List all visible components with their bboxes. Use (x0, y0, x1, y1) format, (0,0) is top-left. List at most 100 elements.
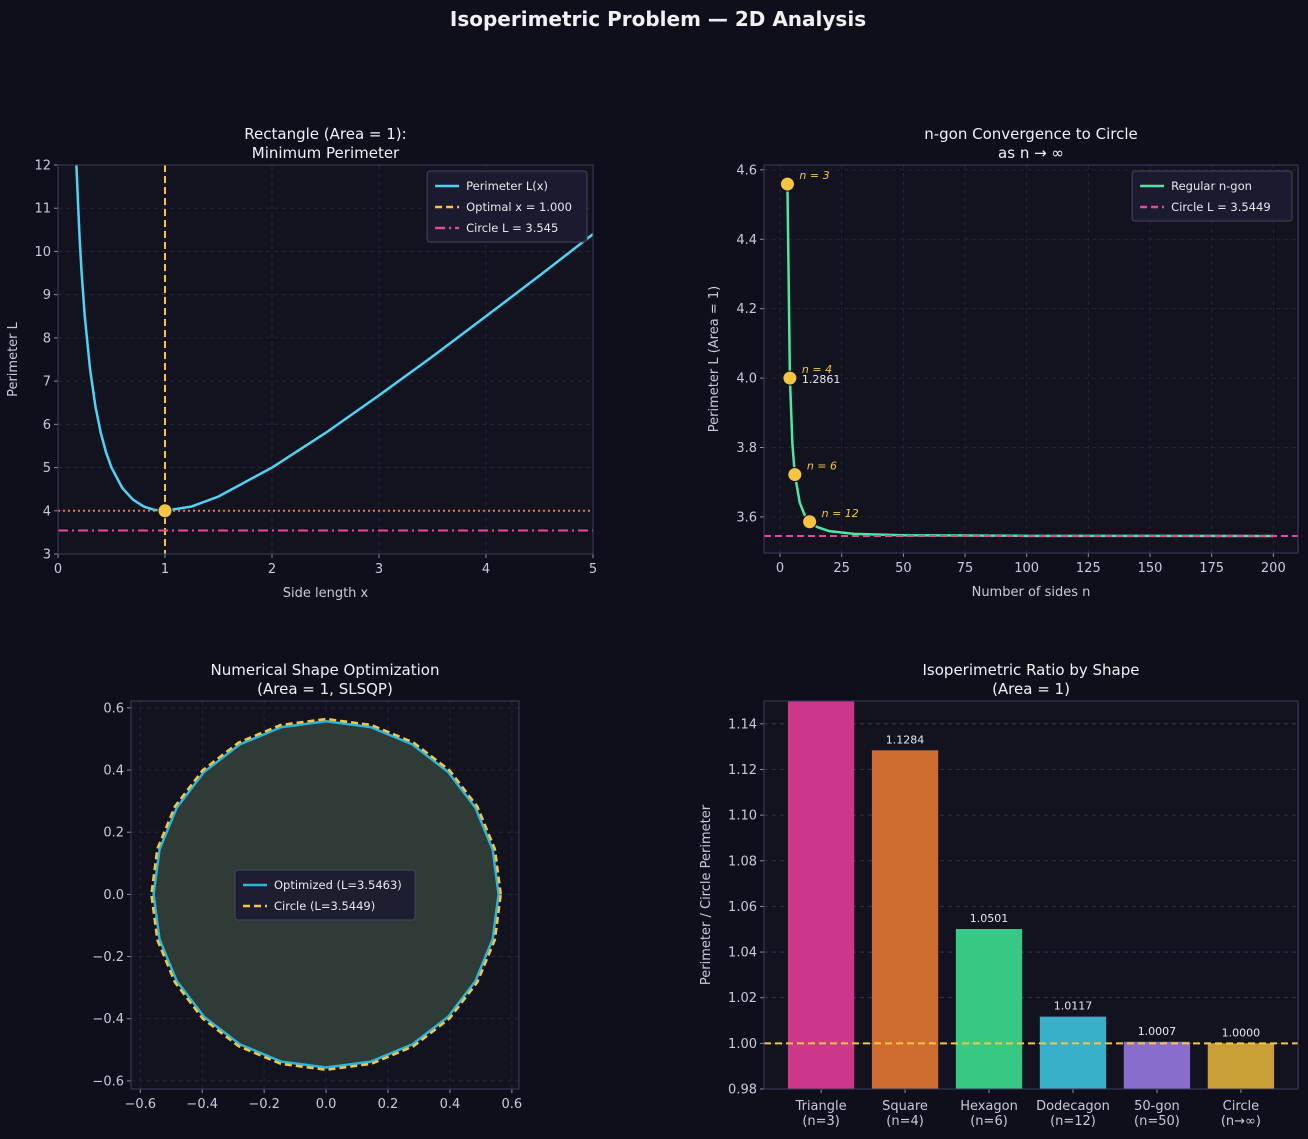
y-tick-label: 12 (34, 159, 51, 174)
x-tick-label: 0.6 (502, 1097, 523, 1112)
y-tick-label: 1.12 (728, 763, 757, 778)
axes-frame (57, 164, 594, 555)
y-axis-label: Perimeter L (Area = 1) (707, 286, 722, 432)
legend-box (234, 869, 416, 921)
x-tick-label: 75 (957, 561, 974, 576)
y-tick-label: 4.6 (736, 163, 757, 178)
point-marker (779, 176, 795, 192)
x-tick-label: Circle (n→∞) (1221, 1099, 1261, 1129)
series-line (150, 717, 503, 1072)
point-marker (157, 503, 173, 519)
x-tick-label: 0 (776, 561, 784, 576)
y-tick-label: 10 (34, 245, 51, 260)
y-tick-label: 4.0 (736, 372, 757, 387)
chart-title: n-gon Convergence to Circle as n → ∞ (924, 125, 1138, 162)
y-axis-label: Perimeter L (6, 321, 21, 397)
bar (1207, 1043, 1275, 1089)
legend-label: Circle L = 3.545 (466, 221, 558, 235)
x-tick-label: Hexagon (n=6) (960, 1099, 1018, 1129)
x-tick-label: 50-gon (n=50) (1134, 1099, 1180, 1129)
y-axis-label: Perimeter / Circle Perimeter (699, 804, 714, 985)
y-tick-label: 9 (43, 288, 51, 303)
chart-title: Numerical Shape Optimization (Area = 1, S… (211, 661, 440, 698)
x-tick-label: 3 (375, 562, 383, 577)
x-tick-label: 50 (895, 561, 912, 576)
x-tick-label: 2 (268, 562, 276, 577)
legend-label: Regular n-gon (1171, 179, 1252, 193)
x-tick-label: −0.6 (125, 1097, 157, 1112)
value-label: 1.0117 (1054, 1000, 1093, 1013)
x-tick-label: 150 (1138, 561, 1163, 576)
point-marker (787, 467, 803, 483)
x-tick-label: 5 (589, 562, 597, 577)
axes-frame (130, 700, 520, 1090)
x-tick-label: Triangle (n=3) (795, 1099, 847, 1129)
bar (787, 701, 855, 1089)
y-tick-label: 1.08 (728, 854, 757, 869)
x-tick-label: Square (n=4) (882, 1099, 928, 1129)
x-tick-label: 4 (482, 562, 490, 577)
axes-frame (763, 164, 1299, 554)
x-tick-label: 200 (1261, 561, 1286, 576)
y-tick-label: 7 (43, 375, 51, 390)
plot-area (764, 165, 1298, 553)
legend-label: Optimized (L=3.5463) (274, 878, 402, 892)
bar (871, 750, 939, 1089)
y-tick-label: −0.4 (92, 1012, 124, 1027)
y-tick-label: −0.6 (92, 1074, 124, 1089)
series-line (75, 165, 593, 513)
point-marker (782, 370, 798, 386)
point-label: n = 3 (799, 169, 829, 182)
x-axis-label: Side length x (283, 586, 369, 601)
value-label: 1.1284 (886, 733, 925, 746)
y-tick-label: −0.2 (92, 950, 124, 965)
x-tick-label: 0.4 (440, 1097, 461, 1112)
x-tick-label: 100 (1014, 561, 1039, 576)
y-tick-label: 3.6 (736, 510, 757, 525)
x-tick-label: 0.0 (316, 1097, 337, 1112)
y-tick-label: 1.04 (728, 946, 757, 961)
value-label: 1.0000 (1222, 1026, 1261, 1039)
y-tick-label: 0.6 (103, 701, 124, 716)
chart-title: Isoperimetric Ratio by Shape (Area = 1) (923, 661, 1140, 698)
plot-layer (764, 701, 1298, 1089)
y-tick-label: 0.2 (103, 826, 124, 841)
legend-label: Circle (L=3.5449) (274, 899, 375, 913)
legend-label: Perimeter L(x) (466, 179, 548, 193)
chart-title: Rectangle (Area = 1): Minimum Perimeter (244, 125, 406, 162)
bar (955, 929, 1023, 1089)
x-tick-label: −0.4 (186, 1097, 218, 1112)
plot-layer (764, 165, 1298, 553)
point-label: n = 6 (807, 460, 837, 473)
y-tick-label: 0.4 (103, 764, 124, 779)
y-tick-label: 6 (43, 418, 51, 433)
y-tick-label: 11 (34, 202, 51, 217)
y-tick-label: 4.4 (736, 233, 757, 248)
y-tick-label: 1.06 (728, 900, 757, 915)
x-tick-label: Dodecagon (n=12) (1036, 1099, 1110, 1129)
x-tick-label: 25 (833, 561, 850, 576)
y-tick-label: 3.8 (736, 441, 757, 456)
x-tick-label: 175 (1199, 561, 1224, 576)
x-tick-label: 125 (1076, 561, 1101, 576)
y-tick-label: 1.02 (728, 991, 757, 1006)
y-tick-label: 1.10 (728, 809, 757, 824)
point-label: n = 4 (802, 363, 832, 376)
x-tick-label: 1 (161, 562, 169, 577)
bar (1039, 1016, 1107, 1089)
x-tick-label: 0 (54, 562, 62, 577)
point-marker (802, 514, 818, 530)
y-tick-label: 1.14 (728, 717, 757, 732)
y-tick-label: 1.00 (728, 1037, 757, 1052)
bar (1123, 1041, 1191, 1089)
y-tick-label: 5 (43, 461, 51, 476)
y-tick-label: 3 (43, 548, 51, 563)
value-label: 1.0007 (1138, 1025, 1177, 1038)
y-tick-label: 8 (43, 331, 51, 346)
legend-box (426, 170, 588, 243)
y-tick-label: 0.98 (728, 1083, 757, 1098)
value-label: 1.0501 (970, 912, 1009, 925)
point-label: n = 12 (822, 507, 859, 520)
x-axis-label: Number of sides n (972, 585, 1091, 600)
